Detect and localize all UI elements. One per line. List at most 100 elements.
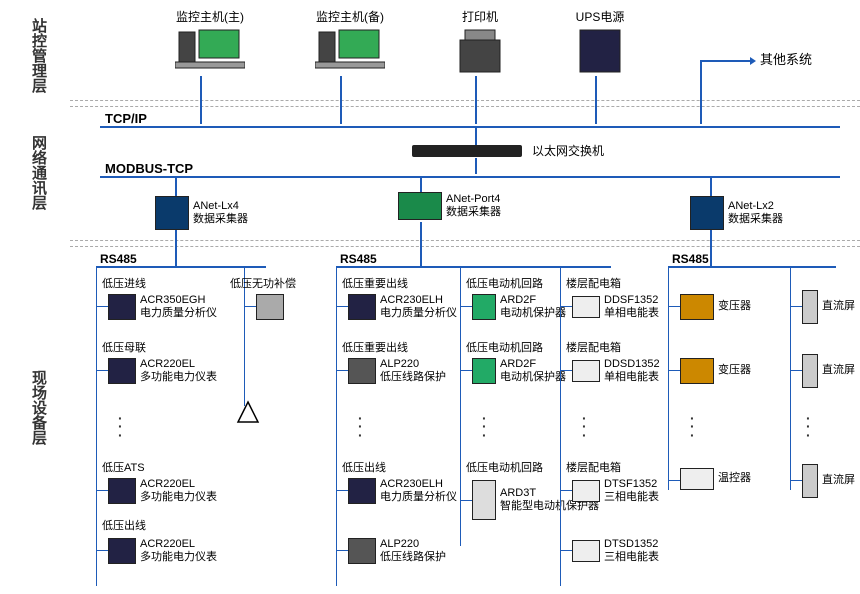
col6-i3: 温控器 (680, 468, 751, 490)
gateway-icon (690, 196, 724, 230)
col7-i3: 直流屏 (802, 464, 855, 498)
transformer-icon (680, 294, 714, 320)
ethernet-switch: 以太网交换机 (412, 144, 604, 158)
panel-icon (802, 354, 818, 388)
lx4-sub: 数据采集器 (193, 213, 248, 226)
switch-to-modbus (475, 158, 477, 174)
col5-hdr2: 楼层配电箱 (566, 342, 621, 355)
col1-hdr4: 低压出线 (102, 520, 146, 533)
rs485-label-3: RS485 (672, 252, 709, 266)
col4-hdr2: 低压电动机回路 (466, 342, 543, 355)
energy-icon (572, 540, 600, 562)
layer-label-station: 站控管理层 (28, 18, 49, 93)
col6-h2 (668, 370, 680, 371)
panel-icon (802, 290, 818, 324)
other-systems-label: 其他系统 (760, 52, 812, 68)
col5-drop (560, 266, 561, 586)
relay-icon (348, 538, 376, 564)
col3-drop (336, 266, 337, 586)
col3-dots: ··· (358, 414, 363, 439)
tcpip-bus (100, 126, 840, 128)
lx2-title: ANet-Lx2 (728, 200, 783, 213)
ups: UPS电源 (555, 10, 645, 76)
col1-h2 (96, 370, 108, 371)
lx2-sub: 数据采集器 (728, 213, 783, 226)
col4-h3 (460, 500, 472, 501)
col4-h2 (460, 370, 472, 371)
collector-lx4: ANet-Lx4 数据采集器 (155, 196, 248, 230)
col1-item2: ACR220EL多功能电力仪表 (108, 358, 217, 384)
meter-icon (108, 294, 136, 320)
col6-h1 (668, 306, 680, 307)
port4-title: ANet-Port4 (446, 193, 501, 206)
col7-i2: 直流屏 (802, 354, 855, 388)
layer-divider-2b (70, 246, 860, 247)
printer: 打印机 (435, 10, 525, 76)
col4-i2: ARD2F电动机保护器 (472, 358, 566, 384)
col1-h4 (96, 550, 108, 551)
meter-icon (108, 358, 136, 384)
pc-icon (315, 26, 385, 76)
col3-h4 (336, 550, 348, 551)
col5-i2: DDSD1352单相电能表 (572, 358, 660, 384)
drop-port4 (420, 176, 422, 192)
drop-host-backup (340, 76, 342, 124)
layer-label-network: 网络通讯层 (28, 135, 49, 210)
col1-hdr2: 低压母联 (102, 342, 146, 355)
drop-lx2 (710, 176, 712, 196)
transformer-icon (680, 358, 714, 384)
col1-hdr: 低压进线 (102, 278, 146, 291)
col2-h1 (244, 306, 256, 307)
lx4-drop (175, 230, 177, 266)
col5-h2 (560, 370, 572, 371)
col3-hdr3: 低压出线 (342, 462, 386, 475)
lx4-title: ANet-Lx4 (193, 200, 248, 213)
host-backup: 监控主机(备) (295, 10, 405, 76)
printer-icon (455, 26, 505, 76)
drop-lx4 (175, 176, 177, 196)
host-backup-label: 监控主机(备) (316, 10, 384, 24)
lx2-drop (710, 230, 712, 266)
col1-item4: ACR220EL多功能电力仪表 (108, 538, 217, 564)
motor-icon (472, 294, 496, 320)
col5-h3 (560, 490, 572, 491)
col5-hdr3: 楼层配电箱 (566, 462, 621, 475)
energy-icon (572, 296, 600, 318)
layer-divider-2a (70, 240, 860, 241)
col3-h3 (336, 490, 348, 491)
pc-icon (175, 26, 245, 76)
modbus-bus (100, 176, 840, 178)
col4-hdr: 低压电动机回路 (466, 278, 543, 291)
meter-icon (348, 294, 376, 320)
port4-sub: 数据采集器 (446, 206, 501, 219)
ups-label: UPS电源 (576, 10, 625, 24)
switch-icon (412, 145, 522, 157)
energy-icon (572, 480, 600, 502)
relay-icon (348, 358, 376, 384)
switch-label: 以太网交换机 (532, 144, 604, 158)
col5-hdr: 楼层配电箱 (566, 278, 621, 291)
tcpip-label: TCP/IP (105, 111, 147, 126)
col4-i1: ARD2F电动机保护器 (472, 294, 566, 320)
drop-printer (475, 76, 477, 124)
panel-icon (802, 464, 818, 498)
col3-h2 (336, 370, 348, 371)
other-systems-v (700, 60, 702, 124)
col5-h1 (560, 306, 572, 307)
col1-h1 (96, 306, 108, 307)
lx4-sub-bus (96, 266, 266, 268)
col7-drop (790, 266, 791, 490)
col5-i1: DDSF1352单相电能表 (572, 294, 659, 320)
port4-drop (420, 222, 422, 266)
layer-divider-1b (70, 106, 860, 107)
modbus-label: MODBUS-TCP (105, 161, 193, 176)
collector-lx2: ANet-Lx2 数据采集器 (690, 196, 783, 230)
port4-sub-bus (336, 266, 611, 268)
col6-i2: 变压器 (680, 358, 751, 384)
col1-drop (96, 266, 97, 586)
motor-icon (472, 480, 496, 520)
drop-host-primary (200, 76, 202, 124)
col4-hdr3: 低压电动机回路 (466, 462, 543, 475)
gateway-icon (155, 196, 189, 230)
col1-h3 (96, 490, 108, 491)
